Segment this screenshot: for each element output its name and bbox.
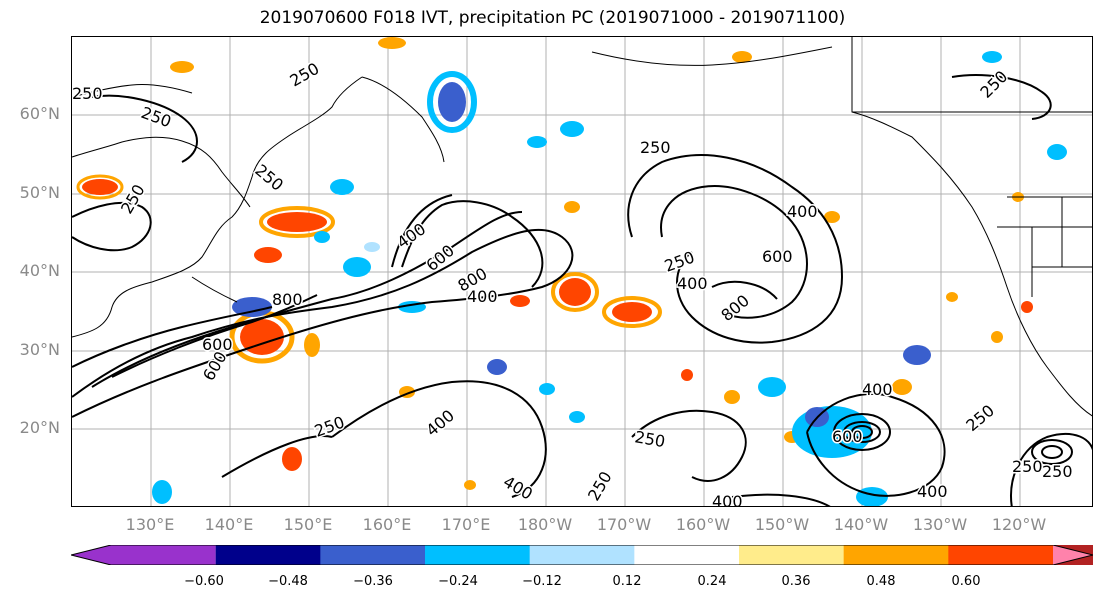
contour-label: 250 — [633, 427, 666, 451]
colorbar-segment — [843, 545, 949, 565]
contour-label: 400 — [500, 472, 536, 504]
lon-label: 120°W — [991, 515, 1047, 534]
map-title: 2019070600 F018 IVT, precipitation PC (2… — [259, 8, 846, 28]
contour-label: 400 — [712, 492, 743, 507]
lon-label: 130°E — [125, 515, 175, 534]
colorbar-tick-label: −0.36 — [353, 574, 393, 589]
lat-label: 50°N — [19, 183, 60, 202]
colorbar-segment — [215, 545, 321, 565]
coastlines — [72, 37, 1092, 417]
contour-label: 600 — [762, 247, 793, 266]
contour-label: 400 — [677, 274, 708, 293]
lat-label: 60°N — [19, 104, 60, 123]
colorbar-segment — [739, 545, 845, 565]
ivt-contours — [72, 74, 1092, 506]
contour-label: 600 — [72, 276, 76, 307]
lon-label: 170°E — [441, 515, 491, 534]
contour-label: 600 — [202, 335, 233, 354]
contour-label: 250 — [312, 412, 347, 440]
contour-label: 250 — [962, 401, 998, 435]
lon-label: 140°E — [204, 515, 254, 534]
colorbar-segment — [948, 545, 1054, 565]
lon-label: 160°E — [362, 515, 412, 534]
lat-label: 20°N — [19, 418, 60, 437]
contour-label: 800 — [272, 290, 303, 309]
colorbar-tick-label: −0.48 — [268, 574, 308, 589]
contour-label: 600 — [832, 427, 863, 446]
colorbar-tick-label: −0.12 — [522, 574, 562, 589]
contour-label: 400 — [467, 287, 498, 306]
colorbar-segment — [320, 545, 426, 565]
graticule — [72, 37, 1092, 506]
contour-label: 800 — [717, 291, 753, 325]
lon-label: 130°W — [912, 515, 968, 534]
contour-label: 250 — [1042, 462, 1073, 481]
contour-label: 250 — [640, 138, 671, 157]
contour-label: 400 — [862, 380, 893, 399]
contour-label: 250 — [976, 67, 1011, 102]
colorbar-segment — [71, 545, 216, 565]
colorbar-tick-label: 0.36 — [781, 574, 811, 589]
colorbar-tick-label: 0.24 — [697, 574, 727, 589]
colorbar-segment — [634, 545, 740, 565]
precip-fills-negative — [152, 51, 1067, 506]
contour-label: 250 — [584, 468, 616, 504]
colorbar-segment — [1053, 545, 1093, 565]
lon-label: 150°W — [754, 515, 810, 534]
contour-label: 250 — [72, 84, 103, 103]
colorbar-tick-label: 0.12 — [612, 574, 642, 589]
contour-label: 250 — [287, 59, 323, 91]
colorbar-tick-label: 0.60 — [951, 574, 981, 589]
contour-label: 400 — [422, 406, 458, 440]
colorbar-tick-label: −0.24 — [438, 574, 478, 589]
lon-label: 180°W — [517, 515, 573, 534]
colorbar-tick-label: −0.60 — [184, 574, 224, 589]
map-panel: 250 250 250 250 250 250 250 250 250 250 250 250 400 4… — [71, 36, 1093, 507]
lon-label: 170°W — [596, 515, 652, 534]
colorbar-tick-label: 0.48 — [866, 574, 896, 589]
contour-label: 250 — [1012, 457, 1043, 476]
contour-label: 250 — [139, 103, 174, 131]
contour-label: 400 — [787, 202, 818, 221]
lat-label: 30°N — [19, 340, 60, 359]
lon-label: 140°W — [833, 515, 889, 534]
colorbar-segment — [425, 545, 531, 565]
lon-label: 160°W — [675, 515, 731, 534]
contour-label: 400 — [917, 482, 948, 501]
colorbar-segment — [529, 545, 635, 565]
colorbar — [71, 545, 1093, 565]
lat-label: 40°N — [19, 261, 60, 280]
lon-label: 150°E — [283, 515, 333, 534]
precip-fills — [76, 37, 1033, 490]
